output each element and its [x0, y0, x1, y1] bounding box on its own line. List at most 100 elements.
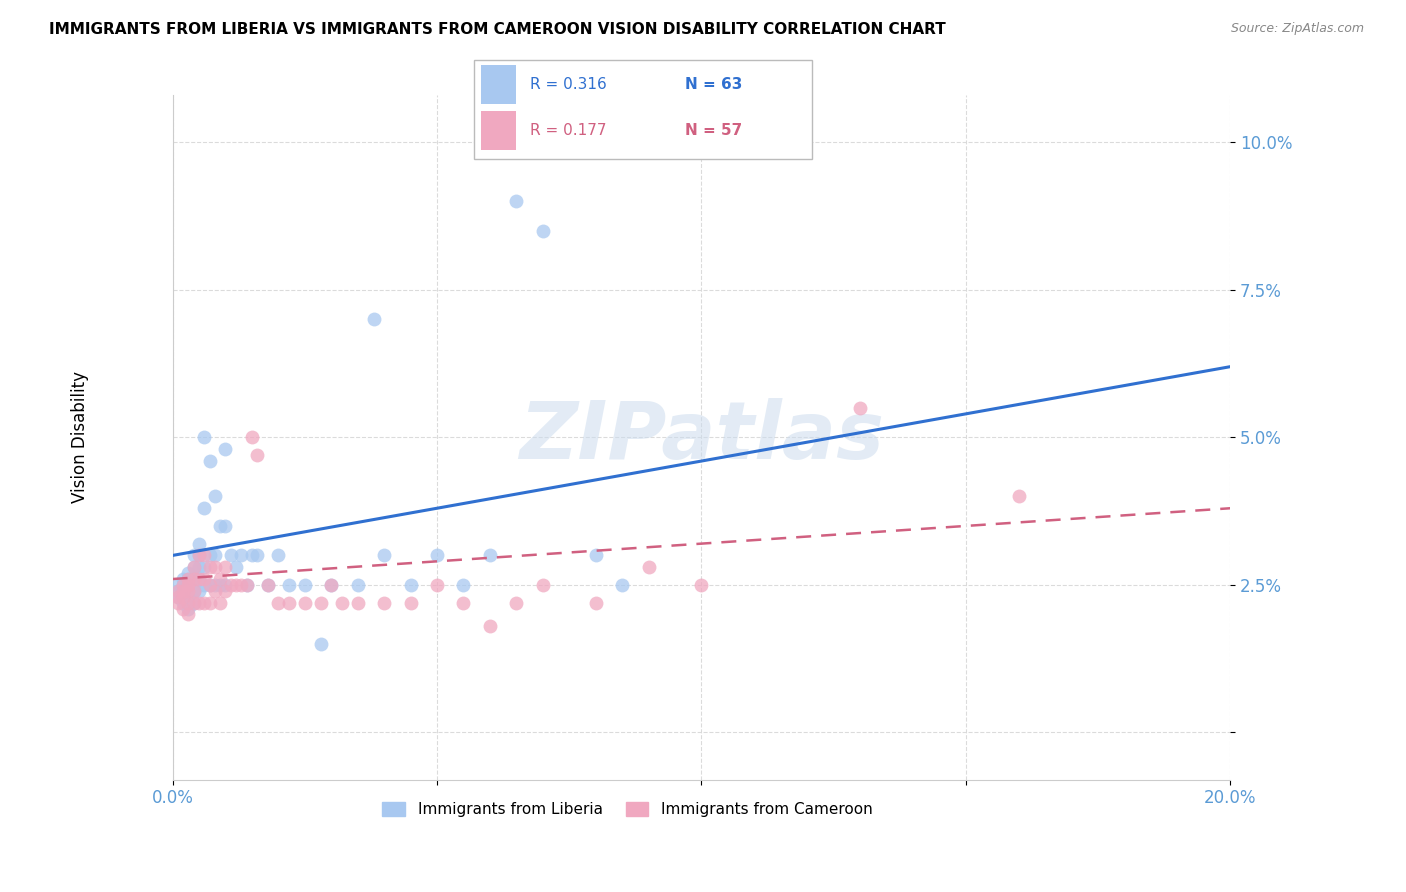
Point [198, 578, 221, 592]
Point [209, 519, 232, 533]
Point [346, 596, 368, 610]
Point [198, 454, 221, 468]
Point [188, 572, 211, 586]
Point [188, 549, 211, 563]
Point [209, 596, 232, 610]
Point [167, 583, 190, 598]
Point [637, 560, 659, 574]
Point [363, 312, 385, 326]
Point [193, 430, 215, 444]
Point [167, 596, 190, 610]
Point [198, 596, 221, 610]
Point [235, 578, 257, 592]
Point [193, 501, 215, 516]
Point [585, 549, 607, 563]
Point [167, 590, 190, 604]
Point [231, 549, 253, 563]
Point [209, 572, 232, 586]
Point [309, 596, 332, 610]
Point [177, 583, 200, 598]
Point [183, 572, 205, 586]
Point [267, 549, 290, 563]
Point [399, 596, 422, 610]
Point [256, 578, 278, 592]
Point [373, 596, 395, 610]
Point [849, 401, 872, 415]
Point [219, 549, 242, 563]
Point [177, 566, 200, 581]
Point [453, 578, 475, 592]
Point [294, 578, 316, 592]
Point [531, 578, 554, 592]
Point [183, 596, 205, 610]
Point [204, 560, 226, 574]
Point [188, 583, 211, 598]
Point [231, 578, 253, 592]
Point [531, 224, 554, 238]
Point [204, 490, 226, 504]
Point [1008, 490, 1031, 504]
Point [214, 519, 236, 533]
Point [214, 578, 236, 592]
Point [585, 596, 607, 610]
Point [321, 578, 343, 592]
Point [193, 549, 215, 563]
Point [167, 590, 190, 604]
Legend: Immigrants from Liberia, Immigrants from Cameroon: Immigrants from Liberia, Immigrants from… [377, 796, 879, 823]
FancyBboxPatch shape [474, 60, 813, 159]
Point [198, 549, 221, 563]
Point [204, 578, 226, 592]
Point [183, 596, 205, 610]
Point [177, 578, 200, 592]
Text: ZIPatlas: ZIPatlas [519, 399, 884, 476]
Point [172, 578, 194, 592]
Point [183, 583, 205, 598]
Point [167, 578, 190, 592]
Point [214, 560, 236, 574]
Point [172, 572, 194, 586]
Point [193, 596, 215, 610]
Point [183, 560, 205, 574]
Point [478, 549, 501, 563]
Point [225, 560, 247, 574]
Point [193, 578, 215, 592]
Point [188, 536, 211, 550]
Point [330, 596, 353, 610]
Y-axis label: Vision Disability: Vision Disability [72, 371, 89, 503]
Point [235, 578, 257, 592]
Point [610, 578, 633, 592]
Point [209, 578, 232, 592]
Point [256, 578, 278, 592]
Point [321, 578, 343, 592]
Point [225, 578, 247, 592]
Point [172, 583, 194, 598]
Point [183, 560, 205, 574]
Point [193, 560, 215, 574]
Point [219, 578, 242, 592]
Point [399, 578, 422, 592]
Point [177, 601, 200, 615]
Point [177, 596, 200, 610]
Point [188, 572, 211, 586]
Point [177, 596, 200, 610]
Point [240, 549, 263, 563]
Point [309, 637, 332, 651]
Point [188, 596, 211, 610]
Point [172, 596, 194, 610]
Point [198, 560, 221, 574]
Point [172, 578, 194, 592]
Text: R = 0.177: R = 0.177 [530, 123, 606, 138]
Point [240, 430, 263, 444]
Bar [481, 112, 516, 150]
Point [167, 583, 190, 598]
Point [373, 549, 395, 563]
Point [690, 578, 713, 592]
Text: N = 57: N = 57 [685, 123, 742, 138]
Point [172, 601, 194, 615]
Point [214, 583, 236, 598]
Point [453, 596, 475, 610]
Point [346, 578, 368, 592]
Point [294, 596, 316, 610]
Point [172, 590, 194, 604]
Point [277, 578, 299, 592]
